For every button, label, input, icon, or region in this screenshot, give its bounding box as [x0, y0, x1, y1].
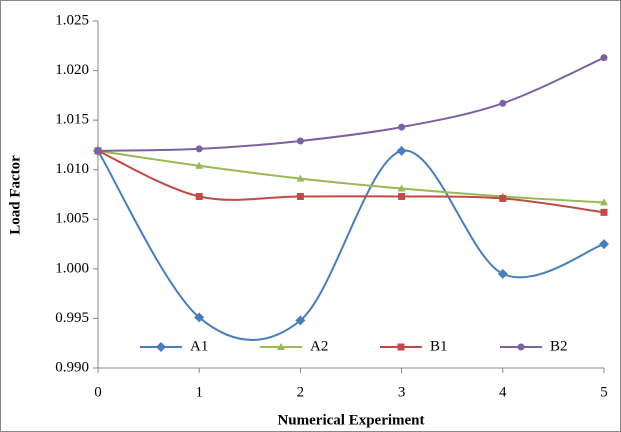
point — [194, 312, 205, 323]
y-tick-label: 0.995 — [55, 310, 89, 326]
x-tick-label: 1 — [195, 384, 203, 400]
legend-marker — [277, 343, 285, 350]
series-line — [97, 56, 605, 152]
point — [195, 192, 203, 200]
y-tick-label: 0.990 — [55, 359, 89, 375]
y-tick-label: 1.015 — [55, 112, 89, 128]
legend-label: B2 — [550, 338, 568, 354]
point — [296, 174, 305, 182]
x-tick-label: 2 — [297, 384, 305, 400]
y-axis-title: Load Factor — [7, 155, 23, 235]
point — [599, 239, 609, 250]
point — [600, 54, 608, 62]
point — [295, 315, 306, 326]
point — [398, 123, 406, 131]
point — [497, 268, 508, 279]
y-tick-label: 1.000 — [55, 260, 89, 276]
x-tick-label: 4 — [499, 384, 507, 400]
x-tick-label: 5 — [600, 384, 608, 400]
y-tick-label: 1.020 — [55, 62, 89, 78]
point — [296, 192, 304, 200]
legend-marker — [156, 342, 166, 352]
y-tick-label: 1.005 — [55, 211, 89, 227]
point — [600, 208, 608, 216]
y-tick-label: 1.010 — [55, 161, 89, 177]
legend-label: A1 — [190, 338, 208, 354]
x-axis-title: Numerical Experiment — [277, 412, 424, 428]
legend-marker — [517, 343, 525, 351]
legend-marker — [397, 343, 405, 351]
legend-label: A2 — [310, 338, 328, 354]
point — [499, 194, 507, 202]
x-tick-label: 0 — [94, 384, 102, 400]
y-tick-label: 1.025 — [55, 12, 89, 28]
point — [94, 147, 102, 155]
point — [296, 137, 304, 145]
point — [396, 145, 407, 156]
x-tick-label: 3 — [398, 384, 406, 400]
legend-label: B1 — [430, 338, 448, 354]
point — [600, 198, 608, 206]
point — [499, 99, 507, 107]
series-line — [97, 149, 605, 204]
point — [195, 161, 204, 169]
point — [398, 192, 406, 200]
point — [195, 145, 203, 153]
series-line — [97, 149, 605, 214]
point — [397, 184, 406, 192]
